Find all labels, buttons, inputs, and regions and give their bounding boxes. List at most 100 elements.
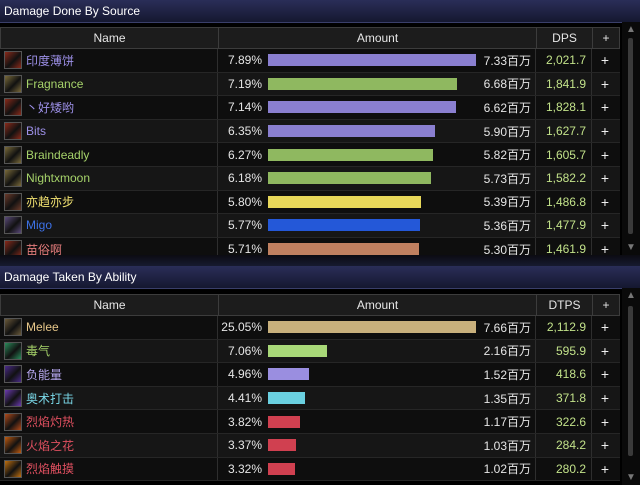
column-add-button[interactable]: + bbox=[602, 31, 610, 45]
column-header-amount[interactable]: Amount bbox=[219, 28, 537, 48]
row-expand-button[interactable]: + bbox=[600, 52, 610, 69]
row-name-cell: 火焰之花 bbox=[0, 433, 218, 457]
row-amount: 5.30百万 bbox=[483, 242, 531, 255]
table-row[interactable]: 亦趋亦步 5.80% 5.39百万 1,486.8 + bbox=[0, 190, 620, 215]
row-percent: 6.18% bbox=[227, 171, 262, 186]
row-percent: 7.89% bbox=[227, 53, 262, 68]
row-name: 毒气 bbox=[26, 344, 51, 359]
row-amount-cell: 6.35% 5.90百万 bbox=[218, 119, 536, 143]
table-row[interactable]: 烈焰触摸 3.32% 1.02百万 280.2 + bbox=[0, 457, 620, 482]
scroll-up-arrow-icon[interactable]: ▲ bbox=[626, 290, 636, 301]
table-row[interactable]: Bits 6.35% 5.90百万 1,627.7 + bbox=[0, 119, 620, 144]
scrollbar[interactable]: ▲ ▼ bbox=[622, 288, 640, 485]
scroll-down-arrow-icon[interactable]: ▼ bbox=[626, 472, 636, 483]
table-row[interactable]: 毒气 7.06% 2.16百万 595.9 + bbox=[0, 339, 620, 364]
row-bar-track bbox=[268, 321, 476, 334]
row-name-cell: 毒气 bbox=[0, 339, 218, 363]
table-row[interactable]: Migo 5.77% 5.36百万 1,477.9 + bbox=[0, 214, 620, 238]
row-expand-button[interactable]: + bbox=[600, 75, 610, 92]
row-percent: 6.35% bbox=[227, 124, 262, 139]
row-bar bbox=[268, 344, 327, 357]
row-amount-cell: 5.77% 5.36百万 bbox=[218, 214, 536, 237]
damage-done-panel: Damage Done By Source Name Amount DPS + … bbox=[0, 0, 640, 255]
row-name: 负能量 bbox=[26, 367, 63, 382]
row-expand-button[interactable]: + bbox=[600, 170, 610, 187]
row-expand-button[interactable]: + bbox=[600, 319, 610, 336]
row-bar-track bbox=[268, 415, 476, 428]
row-rate-cell: 2,112.9 bbox=[536, 316, 592, 339]
scroll-up-arrow-icon[interactable]: ▲ bbox=[626, 24, 636, 35]
row-percent: 3.82% bbox=[227, 414, 262, 429]
arcane-strike-icon bbox=[4, 389, 22, 408]
row-expand-button[interactable]: + bbox=[600, 193, 610, 210]
table-row[interactable]: 印度薄饼 7.89% 7.33百万 2,021.7 + bbox=[0, 49, 620, 73]
row-amount: 5.90百万 bbox=[483, 124, 531, 139]
table-rows: Melee 25.05% 7.66百万 2,112.9 + 毒气 7.06% 2.16百万 59… bbox=[0, 316, 620, 482]
row-name-cell: 奥术打击 bbox=[0, 386, 218, 410]
table-row[interactable]: 负能量 4.96% 1.52百万 418.6 + bbox=[0, 363, 620, 387]
column-header-dps[interactable]: DPS bbox=[537, 28, 593, 48]
row-expand-button[interactable]: + bbox=[600, 413, 610, 430]
row-expand-button[interactable]: + bbox=[600, 437, 610, 454]
row-name-cell: Nightxmoon bbox=[0, 166, 218, 190]
row-expand-button[interactable]: + bbox=[600, 99, 610, 116]
row-bar-track bbox=[268, 439, 476, 452]
row-bar bbox=[268, 101, 457, 114]
row-percent: 7.19% bbox=[227, 76, 262, 91]
table-row[interactable]: 烈焰灼热 3.82% 1.17百万 322.6 + bbox=[0, 410, 620, 434]
row-rate-cell: 418.6 bbox=[536, 363, 592, 386]
row-expand-button[interactable]: + bbox=[600, 366, 610, 383]
column-header-amount[interactable]: Amount bbox=[219, 295, 537, 315]
scroll-thumb[interactable] bbox=[628, 306, 633, 456]
row-bar bbox=[268, 125, 436, 138]
row-amount: 5.36百万 bbox=[483, 218, 531, 233]
table-row[interactable]: 丶好矮哟 7.14% 6.62百万 1,828.1 + bbox=[0, 96, 620, 120]
rogue-dagger-icon bbox=[4, 192, 22, 211]
row-name-cell: Melee bbox=[0, 316, 218, 339]
row-bar bbox=[268, 54, 476, 67]
table-row[interactable]: 苗俗啊 5.71% 5.30百万 1,461.9 + bbox=[0, 237, 620, 255]
row-rate: 280.2 bbox=[555, 461, 586, 476]
row-rate-cell: 1,486.8 bbox=[536, 190, 592, 214]
column-add-button[interactable]: + bbox=[602, 298, 610, 312]
row-amount-cell: 6.18% 5.73百万 bbox=[218, 166, 536, 190]
row-expand-button[interactable]: + bbox=[600, 390, 610, 407]
table-row[interactable]: Nightxmoon 6.18% 5.73百万 1,582.2 + bbox=[0, 166, 620, 191]
row-amount: 7.66百万 bbox=[483, 320, 531, 335]
panel-title: Damage Done By Source bbox=[0, 0, 640, 23]
row-amount-cell: 7.19% 6.68百万 bbox=[218, 72, 536, 96]
table-row[interactable]: Melee 25.05% 7.66百万 2,112.9 + bbox=[0, 316, 620, 340]
table-row[interactable]: Fragnance 7.19% 6.68百万 1,841.9 + bbox=[0, 72, 620, 97]
scroll-down-arrow-icon[interactable]: ▼ bbox=[626, 242, 636, 253]
row-expand-button[interactable]: + bbox=[600, 146, 610, 163]
table-row[interactable]: Braindeadly 6.27% 5.82百万 1,605.7 + bbox=[0, 143, 620, 167]
column-header-dtps[interactable]: DTPS bbox=[537, 295, 593, 315]
table-row[interactable]: 奥术打击 4.41% 1.35百万 371.8 + bbox=[0, 386, 620, 411]
damage-taken-panel: Damage Taken By Ability Name Amount DTPS… bbox=[0, 266, 640, 485]
row-expand-button[interactable]: + bbox=[600, 460, 610, 477]
row-expand-button[interactable]: + bbox=[600, 241, 610, 255]
column-header-name[interactable]: Name bbox=[1, 28, 219, 48]
hunter-beast-icon bbox=[4, 74, 22, 93]
warrior-slash-icon bbox=[4, 240, 22, 255]
row-expand-button[interactable]: + bbox=[600, 123, 610, 140]
row-amount: 2.16百万 bbox=[483, 344, 531, 359]
row-bar-track bbox=[268, 148, 476, 161]
row-bar-track bbox=[268, 243, 476, 255]
scroll-thumb[interactable] bbox=[628, 38, 633, 234]
row-bar-track bbox=[268, 344, 476, 357]
column-header-name[interactable]: Name bbox=[1, 295, 219, 315]
table-row[interactable]: 火焰之花 3.37% 1.03百万 284.2 + bbox=[0, 433, 620, 458]
row-rate: 322.6 bbox=[555, 414, 586, 429]
row-rate: 1,477.9 bbox=[545, 218, 586, 233]
row-percent: 25.05% bbox=[221, 320, 262, 335]
row-name: Migo bbox=[26, 218, 53, 233]
row-rate: 1,461.9 bbox=[545, 242, 586, 255]
row-amount-cell: 6.27% 5.82百万 bbox=[218, 143, 536, 166]
row-expand-button[interactable]: + bbox=[600, 217, 610, 234]
row-amount-cell: 7.89% 7.33百万 bbox=[218, 49, 536, 72]
row-expand-button[interactable]: + bbox=[600, 342, 610, 359]
scrollbar[interactable]: ▲ ▼ bbox=[622, 22, 640, 255]
hunter-beast-icon bbox=[4, 145, 22, 164]
row-name-cell: Braindeadly bbox=[0, 143, 218, 166]
